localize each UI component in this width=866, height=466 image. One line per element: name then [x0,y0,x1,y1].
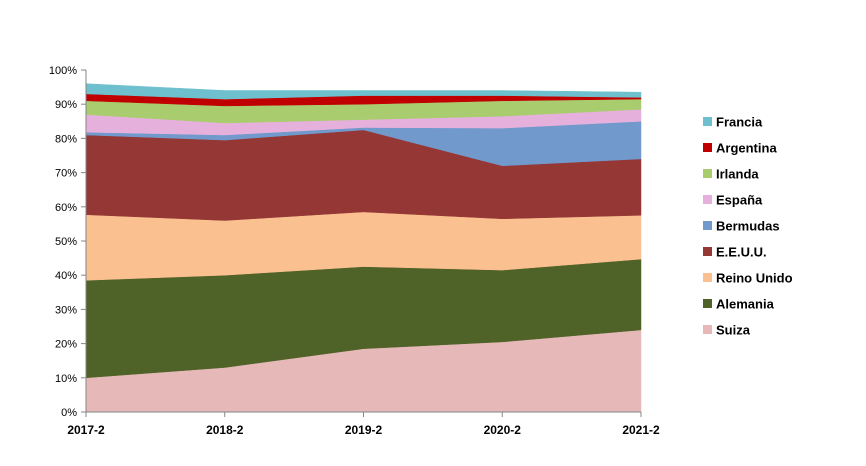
y-tick-label: 90% [55,99,77,111]
legend-swatch [703,117,712,126]
y-tick-label: 100% [49,65,77,77]
x-tick-label: 2020-2 [484,423,522,437]
y-tick-label: 80% [55,133,77,145]
legend-label: España [716,193,763,208]
legend-swatch [703,299,712,308]
legend-label: E.E.U.U. [716,245,767,260]
legend-swatch [703,221,712,230]
x-tick-label: 2021-2 [622,423,660,437]
legend-label: Francia [716,115,763,130]
legend-swatch [703,247,712,256]
legend-label: Suiza [716,323,751,338]
legend: Francia Argentina Irlanda España Bermudas E.E… [703,115,793,338]
legend-label: Argentina [716,141,777,156]
legend-label: Irlanda [716,167,759,182]
y-tick-label: 30% [55,304,77,316]
x-tick-label: 2019-2 [345,423,383,437]
x-tick-label: 2018-2 [206,423,244,437]
legend-label: Alemania [716,297,775,312]
legend-swatch [703,273,712,282]
y-tick-label: 50% [55,236,77,248]
y-tick-label: 70% [55,168,77,180]
legend-label: Bermudas [716,219,780,234]
x-tick-label: 2017-2 [67,423,105,437]
y-tick-label: 20% [55,339,77,351]
y-tick-label: 10% [55,373,77,385]
y-tick-label: 60% [55,202,77,214]
areas-layer [85,83,642,413]
legend-swatch [703,143,712,152]
y-tick-label: 0% [61,407,77,419]
legend-swatch [703,169,712,178]
legend-swatch [703,325,712,334]
legend-label: Reino Unido [716,271,793,286]
area-8 [85,83,642,100]
y-tick-label: 40% [55,270,77,282]
axes-layer: 0% 10% 20% 30% 40% 50% 60% 70% 80% 90% 100% 2017-2 2… [49,65,660,437]
legend-swatch [703,195,712,204]
